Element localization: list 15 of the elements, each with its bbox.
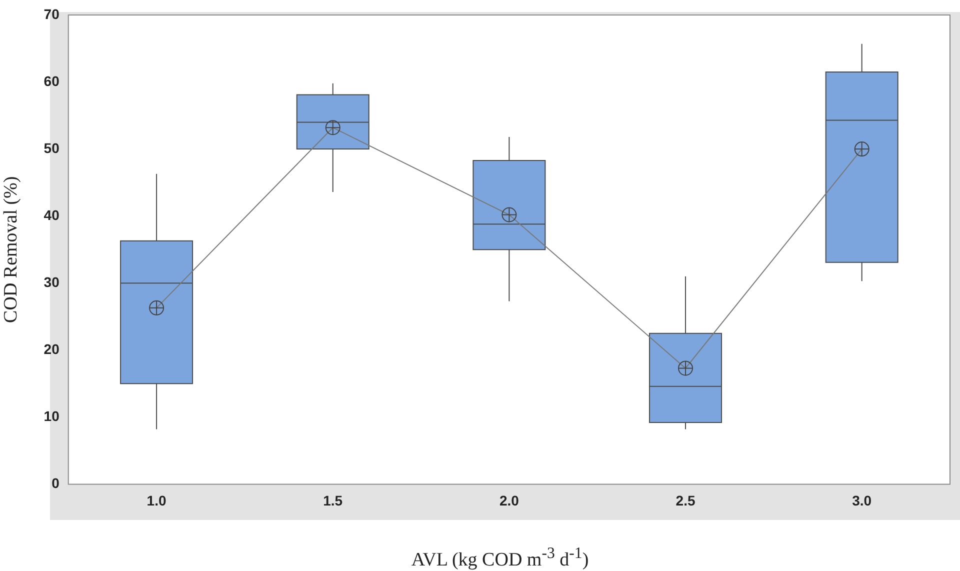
x-tick-label: 2.0 [499, 492, 520, 508]
y-tick-label: 40 [44, 206, 60, 223]
y-tick-label: 70 [44, 6, 60, 22]
y-tick-label: 10 [44, 408, 60, 424]
x-tick-label: 1.5 [323, 492, 343, 508]
x-tick-label: 1.0 [146, 492, 166, 508]
y-tick-label: 30 [44, 274, 60, 290]
x-axis-title: AVL (kg COD m$^{-3}$ d$^{-1}$) [410, 545, 590, 571]
y-tick-label: 60 [44, 72, 60, 89]
y-tick-label: 0 [52, 475, 60, 492]
x-tick-label: 2.5 [676, 492, 696, 508]
y-tick-label: 20 [44, 341, 60, 357]
y-tick-label: 50 [44, 140, 60, 156]
y-axis-title: COD Removal (%) [0, 176, 22, 323]
x-tick-label: 3.0 [852, 492, 872, 508]
